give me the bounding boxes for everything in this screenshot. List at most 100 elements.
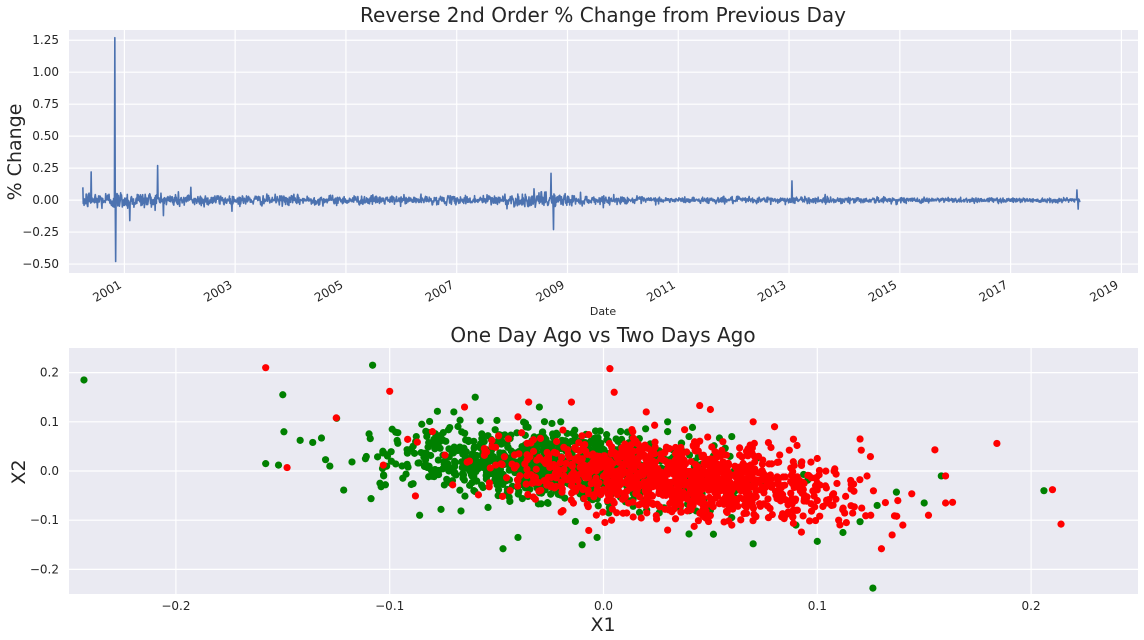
scatter-point-red bbox=[711, 471, 719, 480]
scatter-point-red bbox=[552, 474, 560, 482]
scatter-point-red bbox=[581, 440, 589, 449]
scatter-point-red bbox=[601, 518, 609, 527]
scatter-point-red bbox=[528, 479, 536, 487]
scatter-point-red bbox=[699, 466, 707, 474]
scatter-point-red bbox=[807, 474, 815, 482]
scatter-point-red bbox=[283, 463, 291, 472]
scatter-point-red bbox=[492, 461, 500, 469]
scatter-point-red bbox=[924, 511, 933, 519]
scatter-point-red bbox=[777, 484, 785, 492]
scatter-point-green bbox=[468, 472, 476, 480]
scatter-point-red bbox=[777, 497, 785, 505]
scatter-point-green bbox=[434, 456, 442, 464]
scatter-point-red bbox=[698, 485, 706, 494]
scatter-point-green bbox=[280, 428, 288, 436]
scatter-point-red bbox=[628, 425, 636, 434]
scatter-point-red bbox=[524, 490, 532, 499]
scatter-point-red bbox=[554, 466, 562, 474]
scatter-point-green bbox=[594, 502, 602, 510]
scatter-point-green bbox=[379, 449, 387, 457]
scatter-point-red bbox=[567, 398, 576, 406]
scatter-chart-y-tick-label: 0.2 bbox=[40, 366, 59, 380]
scatter-point-red bbox=[858, 504, 866, 512]
scatter-point-red bbox=[787, 471, 796, 479]
scatter-point-red bbox=[522, 480, 530, 488]
scatter-point-green bbox=[873, 501, 881, 510]
scatter-point-red bbox=[591, 477, 599, 485]
scatter-point-green bbox=[440, 481, 448, 489]
scatter-point-green bbox=[414, 459, 422, 467]
scatter-point-red bbox=[725, 485, 733, 493]
scatter-point-red bbox=[731, 495, 739, 503]
scatter-point-green bbox=[461, 492, 469, 500]
scatter-chart-x-tick-label: 0.0 bbox=[594, 599, 613, 613]
scatter-chart-points bbox=[80, 361, 1065, 592]
scatter-point-red bbox=[569, 499, 577, 507]
scatter-point-green bbox=[540, 418, 549, 426]
scatter-point-red bbox=[653, 500, 661, 508]
scatter-point-red bbox=[413, 438, 421, 446]
scatter-point-green bbox=[407, 480, 415, 489]
scatter-point-green bbox=[422, 449, 431, 458]
scatter-point-red bbox=[722, 472, 730, 480]
scatter-point-red bbox=[495, 432, 503, 440]
scatter-point-green bbox=[535, 403, 543, 411]
scatter-chart-y-tick-label: −0.2 bbox=[30, 562, 59, 576]
scatter-point-green bbox=[369, 361, 377, 369]
scatter-point-green bbox=[416, 511, 424, 519]
scatter-point-red bbox=[651, 443, 659, 451]
scatter-point-green bbox=[473, 451, 481, 460]
scatter-point-red bbox=[637, 514, 645, 522]
scatter-point-green bbox=[420, 462, 429, 471]
scatter-point-red bbox=[742, 478, 750, 486]
scatter-point-red bbox=[680, 459, 688, 467]
scatter-point-red bbox=[764, 438, 773, 447]
scatter-point-red bbox=[523, 439, 531, 447]
scatter-point-red bbox=[768, 510, 776, 519]
scatter-point-green bbox=[393, 436, 401, 445]
scatter-point-red bbox=[671, 443, 680, 452]
line-chart-y-tick-label: 0.00 bbox=[32, 193, 59, 207]
scatter-point-red bbox=[677, 453, 686, 461]
scatter-point-red bbox=[624, 448, 632, 456]
scatter-point-red bbox=[856, 476, 864, 484]
scatter-point-green bbox=[728, 432, 736, 441]
scatter-point-red bbox=[635, 480, 643, 488]
scatter-point-green bbox=[309, 438, 317, 447]
scatter-point-red bbox=[486, 464, 494, 472]
scatter-point-green bbox=[688, 423, 697, 432]
scatter-point-green bbox=[459, 470, 467, 478]
scatter-point-red bbox=[764, 495, 772, 503]
scatter-point-red bbox=[793, 473, 801, 481]
scatter-point-red bbox=[881, 498, 890, 507]
scatter-point-red bbox=[687, 457, 695, 466]
scatter-point-green bbox=[617, 427, 625, 436]
scatter-point-red bbox=[692, 467, 701, 476]
line-chart: 2001 2003 2005 2007 2009 2011 2013 2015 2017 2019… bbox=[4, 3, 1138, 318]
scatter-chart-y-tick-label: 0.1 bbox=[40, 415, 59, 429]
scatter-point-red bbox=[822, 484, 830, 492]
scatter-point-red bbox=[752, 513, 760, 521]
scatter-point-red bbox=[529, 447, 538, 455]
scatter-point-green bbox=[542, 435, 550, 443]
scatter-point-green bbox=[457, 507, 465, 515]
scatter-point-green bbox=[437, 505, 445, 513]
scatter-point-green bbox=[321, 456, 330, 464]
scatter-point-red bbox=[607, 516, 616, 524]
scatter-point-red bbox=[618, 444, 626, 452]
scatter-point-green bbox=[444, 426, 453, 434]
line-chart-x-tick-label: 2007 bbox=[423, 277, 456, 304]
scatter-point-green bbox=[474, 465, 482, 473]
scatter-point-red bbox=[545, 460, 554, 468]
scatter-point-green bbox=[595, 439, 603, 447]
scatter-point-green bbox=[458, 463, 466, 472]
scatter-point-red bbox=[558, 453, 566, 462]
scatter-point-red bbox=[615, 458, 623, 466]
scatter-point-red bbox=[485, 479, 494, 487]
scatter-point-green bbox=[544, 499, 552, 507]
scatter-point-red bbox=[759, 474, 767, 482]
scatter-point-red bbox=[626, 482, 634, 491]
scatter-point-green bbox=[591, 427, 600, 435]
scatter-point-green bbox=[456, 486, 464, 494]
scatter-point-green bbox=[462, 436, 470, 444]
